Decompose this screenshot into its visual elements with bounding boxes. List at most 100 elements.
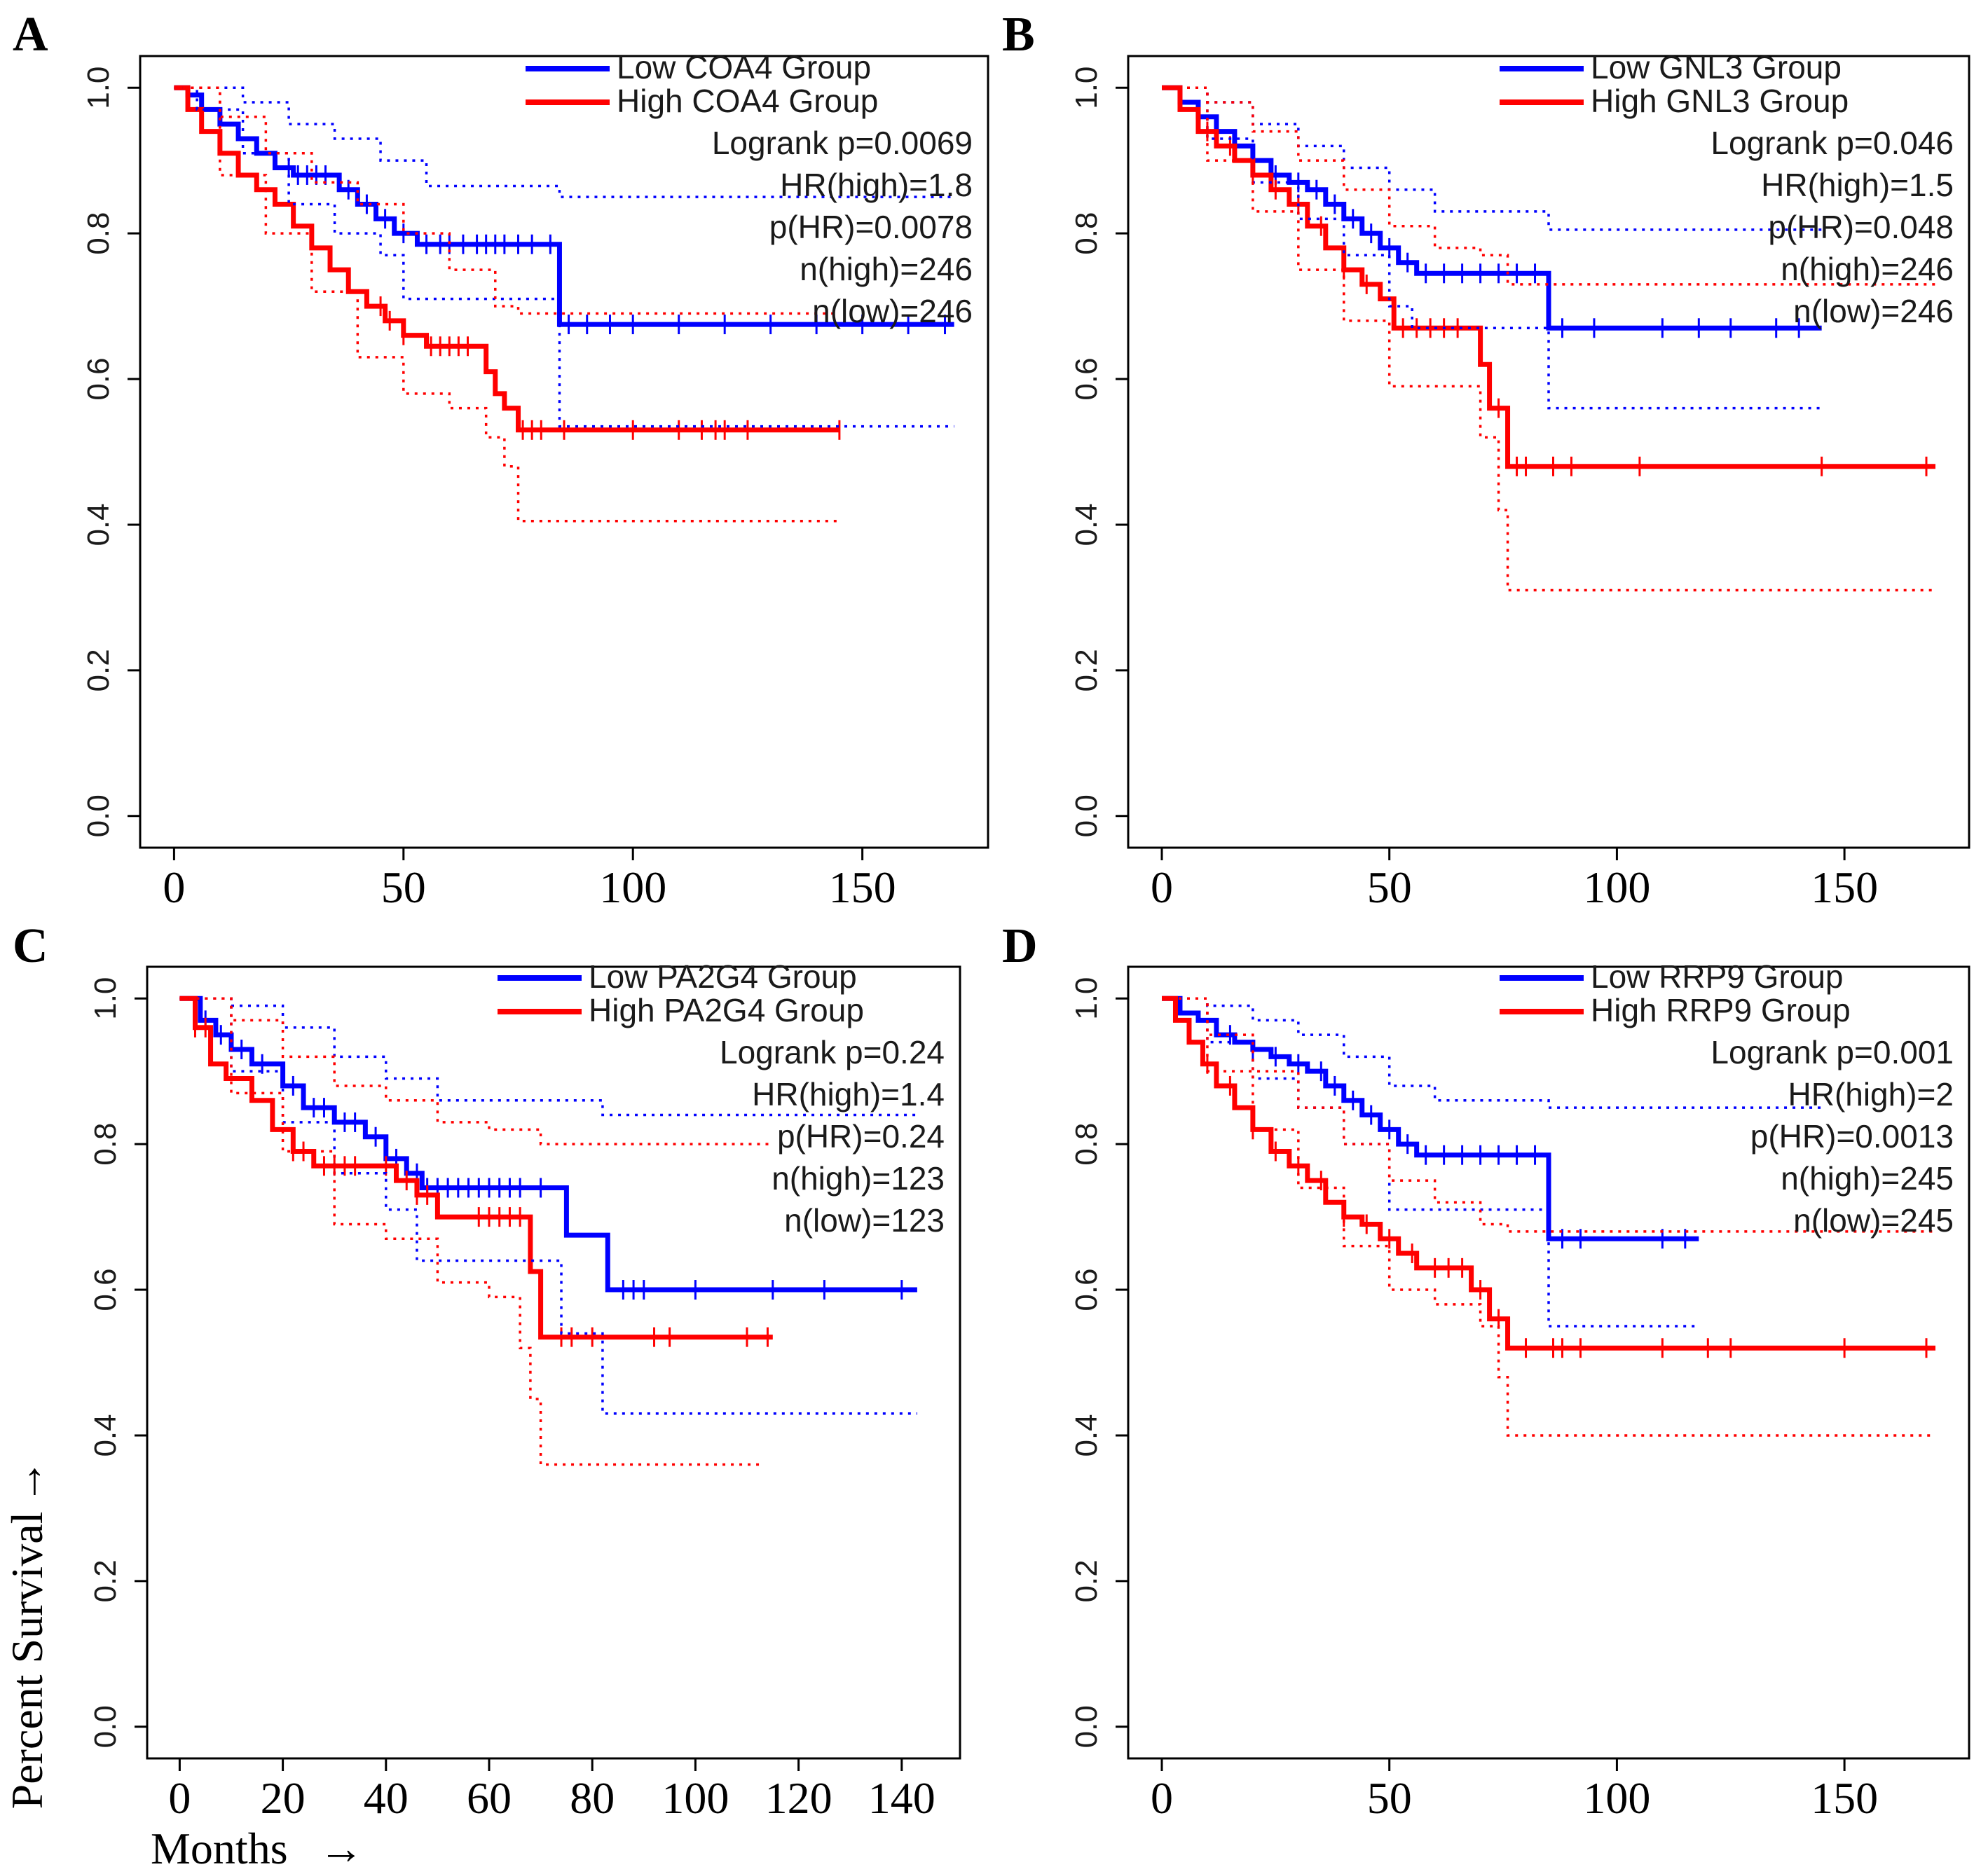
x-tick-label: 140 <box>868 1773 935 1823</box>
legend-label: High GNL3 Group <box>1591 83 1849 119</box>
panels: A 0.0 0.2 0.4 0.6 0.8 1.0 0 50 100 150 Low COA4 Gro… <box>13 8 1970 1823</box>
y-tick-label: 1.0 <box>1069 67 1104 109</box>
x-tick-label: 100 <box>1583 862 1650 912</box>
stat-annotation: HR(high)=1.8 <box>780 167 973 203</box>
y-tick-label: 0.8 <box>1069 212 1104 255</box>
x-tick-label: 100 <box>1583 1773 1650 1823</box>
low-ci-line <box>179 997 917 1117</box>
stat-annotation: n(high)=246 <box>800 251 973 287</box>
stat-annotation: p(HR)=0.048 <box>1768 209 1954 245</box>
legend-label: Low RRP9 Group <box>1591 958 1844 995</box>
x-tick-label: 150 <box>1811 862 1878 912</box>
high-ci-line <box>1162 86 1935 592</box>
legend-label: Low PA2G4 Group <box>589 958 857 995</box>
stat-annotation: n(low)=123 <box>784 1202 945 1239</box>
plot-frame <box>146 965 961 1760</box>
stat-annotation: Logrank p=0.046 <box>1711 125 1954 161</box>
x-tick-label: 120 <box>765 1773 832 1823</box>
curves <box>1162 85 1935 592</box>
legend-label: Low GNL3 Group <box>1591 49 1842 85</box>
x-tick-label: 0 <box>1151 862 1173 912</box>
stat-annotation: Logrank p=0.0069 <box>712 125 973 161</box>
curves <box>1162 995 1935 1437</box>
legend-label: High RRP9 Group <box>1591 992 1851 1028</box>
stat-annotation: n(high)=246 <box>1781 251 1954 287</box>
plot-frame <box>139 55 989 849</box>
y-tick-label: 0.8 <box>81 212 116 255</box>
panel-A: A 0.0 0.2 0.4 0.6 0.8 1.0 0 50 100 150 Low COA4 Gro… <box>13 8 989 912</box>
stat-annotation: Logrank p=0.24 <box>720 1034 945 1070</box>
panel-label: B <box>1002 8 1035 62</box>
x-tick-label: 150 <box>829 862 896 912</box>
stat-annotation: HR(high)=2 <box>1788 1076 1954 1112</box>
x-tick-label: 50 <box>381 862 426 912</box>
x-tick-label: 40 <box>364 1773 409 1823</box>
y-tick-label: 0.6 <box>88 1268 123 1311</box>
y-axis-title: Percent Survival <box>2 1512 52 1810</box>
y-axis-arrow: → <box>2 1459 52 1504</box>
low-survival-curve <box>1162 995 1699 1241</box>
shared-x-axis-title: Months → <box>151 1824 364 1873</box>
stat-annotation: HR(high)=1.4 <box>752 1076 945 1112</box>
y-tick-label: 0.6 <box>1069 1268 1104 1311</box>
legend-label: High COA4 Group <box>617 83 878 119</box>
y-tick-label: 0.6 <box>81 357 116 400</box>
low-survival-curve <box>179 995 917 1293</box>
x-tick-label: 60 <box>467 1773 512 1823</box>
stat-annotation: p(HR)=0.0013 <box>1750 1118 1954 1155</box>
x-tick-label: 80 <box>570 1773 615 1823</box>
stat-annotation: n(high)=245 <box>1781 1160 1954 1197</box>
stat-annotation: n(low)=245 <box>1793 1202 1954 1239</box>
y-tick-label: 0.2 <box>1069 649 1104 691</box>
y-tick-label: 0.6 <box>1069 357 1104 400</box>
y-tick-label: 0.0 <box>81 794 116 837</box>
panel-D: D 0.0 0.2 0.4 0.6 0.8 1.0 0 50 100 150 Low RRP9 Gro… <box>1002 919 1970 1823</box>
y-tick-label: 0.8 <box>88 1123 123 1166</box>
stat-annotation: HR(high)=1.5 <box>1761 167 1954 203</box>
shared-y-axis-title: Percent Survival → <box>2 1459 52 1809</box>
y-tick-label: 0.4 <box>1069 1414 1104 1456</box>
y-tick-label: 0.4 <box>81 503 116 546</box>
stat-annotation: p(HR)=0.24 <box>777 1118 945 1155</box>
legend-label: Low COA4 Group <box>617 49 871 85</box>
y-tick-label: 1.0 <box>1069 977 1104 1020</box>
curves <box>179 995 917 1466</box>
high-survival-curve <box>1162 85 1935 469</box>
panel-label: C <box>13 919 48 973</box>
panel-label: A <box>13 8 48 62</box>
stat-annotation: n(low)=246 <box>1793 293 1954 329</box>
x-tick-label: 0 <box>163 862 185 912</box>
x-axis-title: Months <box>151 1824 288 1873</box>
y-tick-label: 0.4 <box>88 1414 123 1456</box>
stat-annotation: p(HR)=0.0078 <box>769 209 973 245</box>
x-tick-label: 0 <box>168 1773 191 1823</box>
y-tick-label: 0.2 <box>88 1559 123 1602</box>
curves <box>174 85 954 523</box>
x-tick-label: 50 <box>1367 1773 1412 1823</box>
stat-annotation: Logrank p=0.001 <box>1711 1034 1954 1070</box>
high-ci-line <box>1162 997 1935 1233</box>
high-ci-line <box>1162 997 1935 1437</box>
panel-B: B 0.0 0.2 0.4 0.6 0.8 1.0 0 50 100 150 Low GNL3 Gro… <box>1002 8 1970 912</box>
plot-frame <box>1127 965 1970 1760</box>
y-tick-label: 1.0 <box>81 67 116 109</box>
x-tick-label: 0 <box>1151 1773 1173 1823</box>
y-tick-label: 0.0 <box>1069 1705 1104 1748</box>
x-tick-label: 100 <box>661 1773 729 1823</box>
x-axis-arrow: → <box>319 1824 364 1873</box>
low-ci-line <box>1162 86 1822 410</box>
stat-annotation: n(low)=246 <box>812 293 973 329</box>
high-survival-curve <box>179 995 773 1340</box>
y-tick-label: 0.0 <box>88 1705 123 1748</box>
y-tick-label: 0.0 <box>1069 794 1104 837</box>
low-ci-line <box>174 86 954 198</box>
x-tick-label: 50 <box>1367 862 1412 912</box>
legend-label: High PA2G4 Group <box>589 992 864 1028</box>
x-tick-label: 150 <box>1811 1773 1878 1823</box>
